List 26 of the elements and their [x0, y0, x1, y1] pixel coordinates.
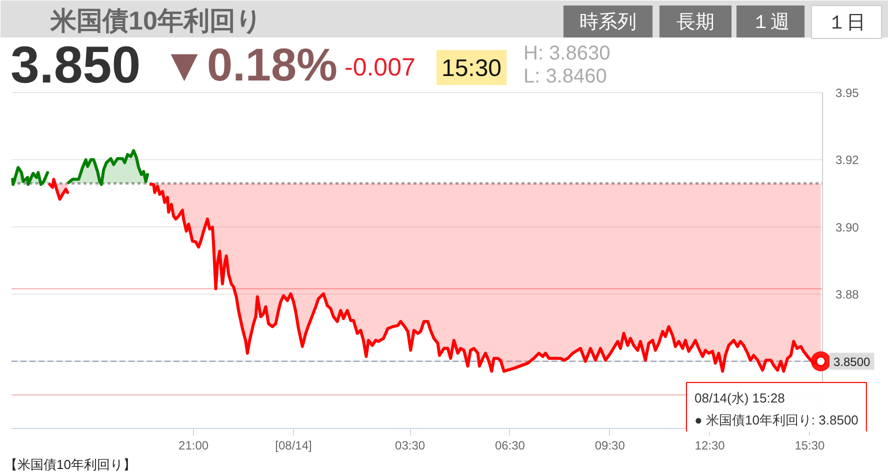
x-tick-label: 12:30: [694, 438, 726, 452]
text: -0.007: [344, 54, 416, 82]
x-tick-label: [08/14]: [275, 438, 312, 452]
x-tick-label: 15:30: [794, 438, 826, 452]
x-tick-label: 03:30: [395, 438, 426, 452]
text: １週: [752, 12, 790, 33]
y-tick-label: 3.90: [836, 220, 860, 234]
x-tick-label: 06:30: [494, 438, 526, 452]
text: 【米国債10年利回り】: [4, 457, 136, 472]
ref-line-label: 3.8500: [834, 354, 871, 369]
text: ▼0.18%: [162, 38, 338, 90]
text: L: 3.8460: [524, 66, 607, 88]
text: １日: [828, 12, 866, 34]
text: 長期: [676, 12, 714, 33]
text: 15:30: [441, 55, 502, 82]
text: 時系列: [580, 12, 636, 33]
annotation: 3.850: [10, 36, 141, 94]
chart-title: 米国債10年利回り: [50, 6, 262, 36]
text: H: 3.8630: [524, 42, 610, 64]
annotation: 08/14(水) 15:28: [694, 390, 785, 406]
y-tick-label: 3.95: [836, 86, 860, 100]
x-tick-label: 09:30: [594, 438, 626, 452]
y-tick-label: 3.92: [836, 153, 860, 168]
x-tick-label: 21:00: [178, 438, 209, 452]
annotation: ● 米国債10年利回り: 3.8500: [694, 412, 858, 428]
y-tick-label: 3.88: [836, 288, 860, 302]
